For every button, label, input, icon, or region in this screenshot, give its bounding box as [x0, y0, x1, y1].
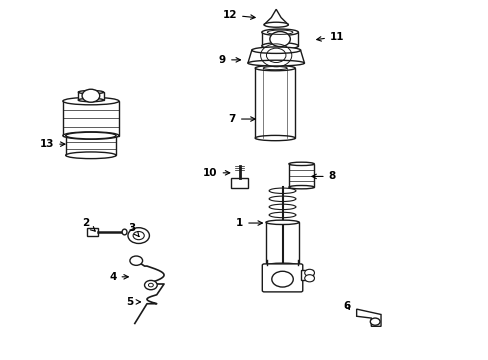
- Text: 12: 12: [222, 10, 255, 20]
- Ellipse shape: [122, 229, 127, 235]
- Circle shape: [82, 89, 100, 102]
- Circle shape: [271, 271, 293, 287]
- FancyBboxPatch shape: [262, 264, 302, 292]
- Text: 9: 9: [219, 55, 240, 65]
- Circle shape: [304, 269, 314, 276]
- Circle shape: [304, 275, 314, 282]
- Bar: [255, 68, 295, 138]
- Text: 11: 11: [316, 32, 344, 41]
- Bar: [300, 270, 312, 280]
- Ellipse shape: [251, 47, 300, 53]
- Ellipse shape: [78, 98, 103, 102]
- Text: 8: 8: [311, 171, 335, 181]
- Ellipse shape: [261, 29, 298, 36]
- Polygon shape: [264, 9, 288, 25]
- Text: 10: 10: [203, 168, 229, 178]
- Polygon shape: [356, 309, 380, 326]
- Bar: [65, 136, 116, 155]
- Text: 13: 13: [40, 139, 65, 149]
- Circle shape: [144, 280, 157, 290]
- Text: 1: 1: [236, 218, 262, 228]
- Ellipse shape: [288, 185, 314, 189]
- Bar: [261, 32, 298, 46]
- Circle shape: [369, 318, 379, 325]
- Bar: [78, 92, 103, 100]
- Ellipse shape: [255, 66, 295, 71]
- Text: 5: 5: [126, 297, 140, 307]
- Text: 7: 7: [228, 114, 255, 124]
- Text: 3: 3: [128, 224, 139, 237]
- Ellipse shape: [288, 162, 314, 166]
- Circle shape: [133, 231, 144, 240]
- Text: 4: 4: [109, 272, 128, 282]
- Text: 6: 6: [343, 301, 350, 311]
- Ellipse shape: [63, 132, 119, 139]
- Bar: [63, 101, 119, 136]
- Ellipse shape: [261, 42, 298, 49]
- Ellipse shape: [63, 98, 119, 105]
- Circle shape: [148, 283, 153, 287]
- Bar: [265, 222, 299, 265]
- Circle shape: [269, 32, 290, 46]
- Bar: [288, 164, 314, 187]
- Ellipse shape: [265, 220, 299, 225]
- Text: 2: 2: [82, 218, 95, 231]
- Polygon shape: [87, 228, 98, 236]
- Circle shape: [130, 256, 142, 265]
- Polygon shape: [247, 50, 304, 63]
- Circle shape: [128, 228, 149, 243]
- Ellipse shape: [264, 22, 288, 27]
- Ellipse shape: [65, 152, 116, 159]
- Ellipse shape: [65, 132, 116, 139]
- Ellipse shape: [247, 60, 304, 66]
- Ellipse shape: [265, 263, 299, 267]
- Ellipse shape: [78, 90, 103, 94]
- Ellipse shape: [255, 135, 295, 141]
- Bar: [231, 178, 247, 188]
